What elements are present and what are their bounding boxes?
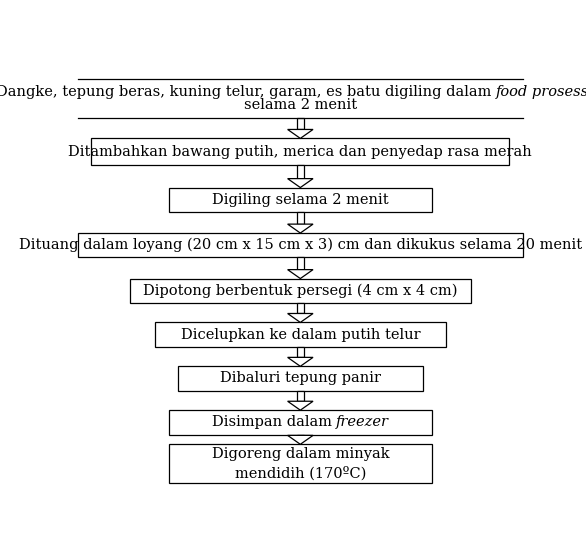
Text: Disimpan dalam: Disimpan dalam: [212, 416, 336, 429]
Bar: [297, 119, 304, 130]
Polygon shape: [288, 270, 313, 279]
Polygon shape: [288, 224, 313, 233]
Text: Dipotong berbentuk persegi (4 cm x 4 cm): Dipotong berbentuk persegi (4 cm x 4 cm): [143, 284, 458, 298]
Bar: [297, 347, 304, 357]
Bar: [169, 444, 432, 483]
Bar: [155, 322, 446, 347]
Bar: [130, 279, 471, 303]
Polygon shape: [288, 130, 313, 138]
Text: Digoreng dalam minyak
mendidih (170ºC): Digoreng dalam minyak mendidih (170ºC): [212, 448, 389, 480]
Bar: [297, 165, 304, 178]
Polygon shape: [288, 314, 313, 322]
Bar: [91, 138, 509, 165]
Bar: [297, 258, 304, 270]
Bar: [297, 212, 304, 224]
Text: Ditambahkan bawang putih, merica dan penyedap rasa merah: Ditambahkan bawang putih, merica dan pen…: [69, 145, 532, 159]
Polygon shape: [288, 435, 313, 444]
Text: Dicelupkan ke dalam putih telur: Dicelupkan ke dalam putih telur: [180, 327, 420, 342]
Bar: [297, 434, 304, 435]
Text: Dituang dalam loyang (20 cm x 15 cm x 3) cm dan dikukus selama 20 menit: Dituang dalam loyang (20 cm x 15 cm x 3)…: [19, 238, 582, 253]
Text: selama 2 menit: selama 2 menit: [244, 99, 357, 112]
Bar: [169, 188, 432, 212]
Text: freezer: freezer: [336, 416, 389, 429]
Bar: [169, 410, 432, 434]
Text: Dibaluri tepung panir: Dibaluri tepung panir: [220, 372, 381, 386]
Text: Digiling selama 2 menit: Digiling selama 2 menit: [212, 193, 389, 207]
Polygon shape: [288, 357, 313, 366]
Polygon shape: [288, 178, 313, 188]
Bar: [297, 391, 304, 401]
Text: Dangke, tepung beras, kuning telur, garam, es batu digiling dalam: Dangke, tepung beras, kuning telur, gara…: [0, 85, 496, 100]
Bar: [297, 303, 304, 314]
Text: food prosessor: food prosessor: [496, 85, 586, 100]
Bar: [78, 233, 523, 258]
Polygon shape: [288, 401, 313, 410]
Bar: [178, 366, 423, 391]
